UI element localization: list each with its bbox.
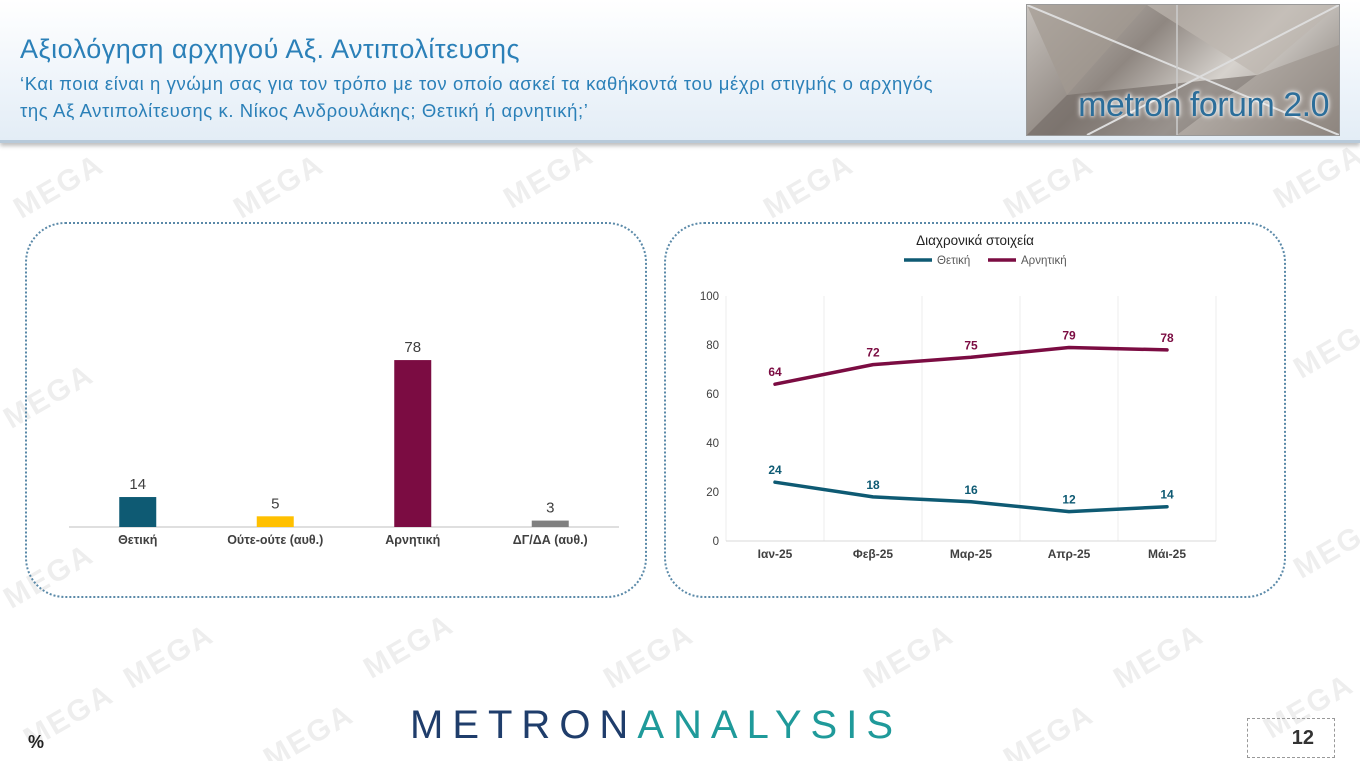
watermark-text: MEGA: [1268, 137, 1360, 216]
unit-label: %: [28, 732, 45, 752]
bar: [256, 516, 294, 527]
metron-forum-logo: metron forum 2.0: [1026, 4, 1340, 136]
x-tick-label: Μάι-25: [1148, 547, 1186, 561]
watermark-text: MEGA: [498, 137, 600, 216]
bar-chart: 14 Θετική 5 Ούτε-ούτε (αυθ.) 78 Αρνητική 3 ΔΓ/Δ…: [69, 339, 619, 547]
data-label: 75: [964, 338, 978, 352]
brand-metron: METRON: [410, 703, 638, 747]
bar-chart-panel: 14 Θετική 5 Ούτε-ούτε (αυθ.) 78 Αρνητική 3 ΔΓ/Δ…: [25, 222, 647, 598]
logo-photo-pattern: [1027, 5, 1339, 135]
data-label: 64: [768, 365, 782, 379]
question-text: ‘Και ποια είναι η γνώμη σας για τον τρόπ…: [20, 73, 934, 121]
legend-label: Αρνητική: [1021, 255, 1067, 267]
data-label: 78: [1160, 331, 1174, 345]
logo-text: metron forum 2.0: [1078, 86, 1329, 124]
y-tick-label: 80: [706, 340, 719, 352]
series-line: [773, 345, 1169, 386]
watermark-text: MEGA: [758, 147, 860, 226]
watermark-text: MEGA: [998, 147, 1100, 226]
watermark-text: MEGA: [858, 617, 960, 696]
line-chart-panel: Διαχρονικά στοιχεία Θετική Αρνητική 0 20 40 60…: [664, 222, 1286, 598]
bar-category-label: Ούτε-ούτε (αυθ.): [227, 533, 323, 547]
x-tick-label: Ιαν-25: [758, 547, 793, 561]
bar: [394, 360, 432, 527]
x-tick-label: Απρ-25: [1048, 547, 1091, 561]
legend-label: Θετική: [937, 255, 970, 267]
bar-value-label: 3: [546, 500, 554, 517]
y-tick-label: 40: [706, 438, 719, 450]
watermark-text: MEGA: [118, 617, 220, 696]
watermark-text: MEGA: [1288, 507, 1360, 586]
brand-analysis: ANALYSIS: [637, 703, 903, 747]
y-tick-label: 0: [713, 536, 719, 548]
data-label: 18: [866, 478, 880, 492]
watermark-text: MEGA: [228, 147, 330, 226]
watermark-text: MEGA: [1108, 617, 1210, 696]
page-number-box: 12: [1247, 718, 1335, 758]
bar-category-label: Αρνητική: [385, 533, 440, 547]
data-label: 14: [1160, 488, 1174, 502]
data-label: 16: [964, 483, 978, 497]
y-tick-label: 60: [706, 389, 719, 401]
y-tick-label: 100: [700, 291, 719, 303]
page-number: 12: [1291, 727, 1314, 749]
line-chart: Διαχρονικά στοιχεία Θετική Αρνητική 0 20 40 60…: [700, 233, 1217, 561]
watermark-text: MEGA: [1288, 307, 1360, 386]
y-tick-label: 20: [706, 487, 719, 499]
bar-category-label: Θετική: [118, 533, 157, 547]
watermark-text: MEGA: [358, 607, 460, 686]
bar-value-label: 78: [404, 339, 421, 356]
series-line: [773, 480, 1169, 514]
slide-header: Αξιολόγηση αρχηγού Αξ. Αντιπολίτευσης ‘Κ…: [0, 0, 1360, 143]
watermark-text: MEGA: [8, 147, 110, 226]
x-tick-label: Μαρ-25: [950, 547, 992, 561]
bar: [531, 520, 569, 527]
bar-value-label: 14: [129, 476, 146, 493]
data-label: 24: [768, 463, 782, 477]
watermark-text: MEGA: [258, 697, 360, 761]
data-label: 79: [1062, 328, 1076, 342]
watermark-text: MEGA: [998, 697, 1100, 761]
data-label: 72: [866, 346, 880, 360]
x-tick-label: Φεβ-25: [853, 547, 894, 561]
metron-analysis-logo: METRONANALYSIS: [410, 703, 902, 748]
watermark-text: MEGA: [598, 617, 700, 696]
line-chart-title: Διαχρονικά στοιχεία: [916, 233, 1034, 248]
bar-category-label: ΔΓ/ΔΑ (αυθ.): [513, 533, 588, 547]
bar-value-label: 5: [271, 495, 279, 512]
bar: [119, 497, 157, 527]
slide-title: Αξιολόγηση αρχηγού Αξ. Αντιπολίτευσης: [20, 34, 521, 64]
data-label: 12: [1062, 493, 1076, 507]
